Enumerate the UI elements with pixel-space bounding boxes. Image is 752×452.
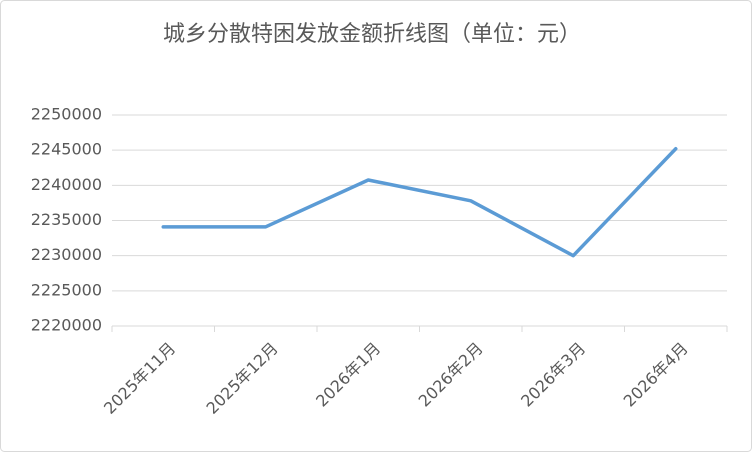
y-tick-label: 2235000 xyxy=(31,210,102,229)
y-tick-label: 2220000 xyxy=(31,316,102,335)
y-tick-label: 2225000 xyxy=(31,280,102,299)
chart-title: 城乡分散特困发放金额折线图（单位：元） xyxy=(163,22,581,47)
y-tick-label: 2245000 xyxy=(31,140,102,159)
y-tick-label: 2230000 xyxy=(31,245,102,264)
data-line xyxy=(161,147,678,258)
y-tick-label: 2240000 xyxy=(31,175,102,194)
y-tick-label: 2250000 xyxy=(31,105,102,124)
